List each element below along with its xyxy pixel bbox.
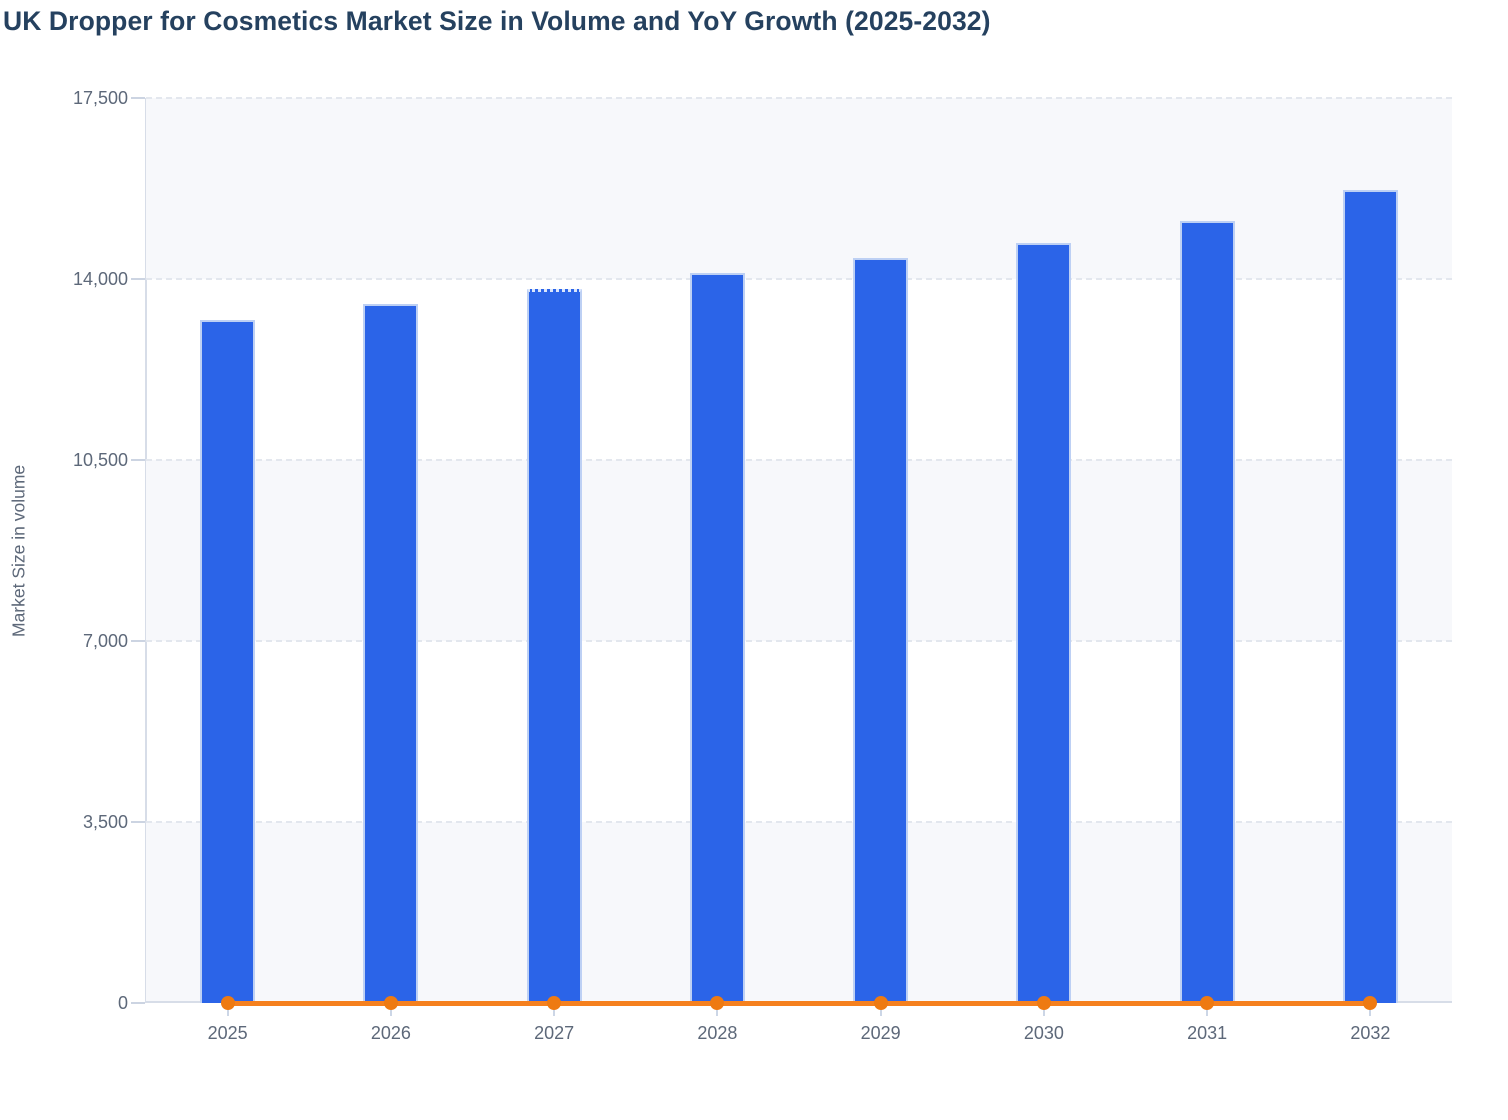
gridline-14000 [146,278,1452,280]
chart-title: UK Dropper for Cosmetics Market Size in … [3,6,991,36]
y-tick-mark [131,278,145,280]
gridline-10500 [146,459,1452,461]
y-tick-mark [131,640,145,642]
x-tick-mark [389,1005,392,1016]
y-tick-label-7000: 7,000 [82,631,128,651]
x-tick-mark [553,1005,556,1016]
y-tick-label-10500: 10,500 [72,450,128,470]
bar-2027[interactable] [526,288,582,1003]
bar-2030[interactable] [1016,243,1072,1003]
yoy-dot-2027[interactable] [547,996,562,1010]
bar-2031[interactable] [1179,221,1235,1003]
yoy-dot-2028[interactable] [710,996,725,1010]
yoy-dot-2026[interactable] [383,996,398,1010]
yoy-dot-2029[interactable] [873,996,888,1010]
yoy-dot-2031[interactable] [1200,996,1215,1010]
bar-2028[interactable] [689,273,745,1003]
background-band [146,822,1452,1003]
x-tick-mark [1369,1005,1372,1016]
x-label-2026: 2026 [370,1023,411,1043]
y-tick-mark [131,459,145,461]
x-label-2027: 2027 [534,1023,575,1043]
bar-2026[interactable] [363,303,419,1003]
x-tick-mark [226,1005,229,1016]
bar-2032[interactable] [1342,189,1398,1003]
y-tick-label-3500: 3,500 [82,812,128,832]
x-label-2029: 2029 [860,1023,901,1043]
x-label-2030: 2030 [1023,1023,1064,1043]
yoy-dot-2025[interactable] [220,996,235,1010]
x-tick-mark [879,1005,882,1016]
gridline-7000 [146,640,1452,642]
y-tick-label-17500: 17,500 [72,88,128,108]
background-band [146,460,1452,641]
yoy-dot-2032[interactable] [1363,996,1378,1010]
y-tick-mark [131,1002,145,1004]
y-tick-mark [131,821,145,823]
x-tick-mark [1206,1005,1209,1016]
x-label-2028: 2028 [697,1023,738,1043]
x-tick-mark [1042,1005,1045,1016]
y-tick-label-14000: 14,000 [72,269,128,289]
gridline-3500 [146,821,1452,823]
x-label-2025: 2025 [207,1023,248,1043]
y-tick-mark [131,97,145,99]
gridline-17500 [146,97,1452,99]
plot-area: 0 3,500 7,000 10,500 14,000 17,500 2025 2026 202… [73,88,1452,1043]
x-label-2031: 2031 [1187,1023,1228,1043]
y-tick-label-0: 0 [117,993,128,1013]
bar-2025[interactable] [200,319,256,1003]
yoy-growth-line[interactable] [227,1000,1371,1006]
yoy-dot-2030[interactable] [1036,996,1051,1010]
background-band [146,98,1452,279]
bar-2029[interactable] [853,258,909,1003]
x-label-2032: 2032 [1350,1023,1391,1043]
y-axis-title: Market Size in volume [8,464,29,637]
x-tick-mark [716,1005,719,1016]
